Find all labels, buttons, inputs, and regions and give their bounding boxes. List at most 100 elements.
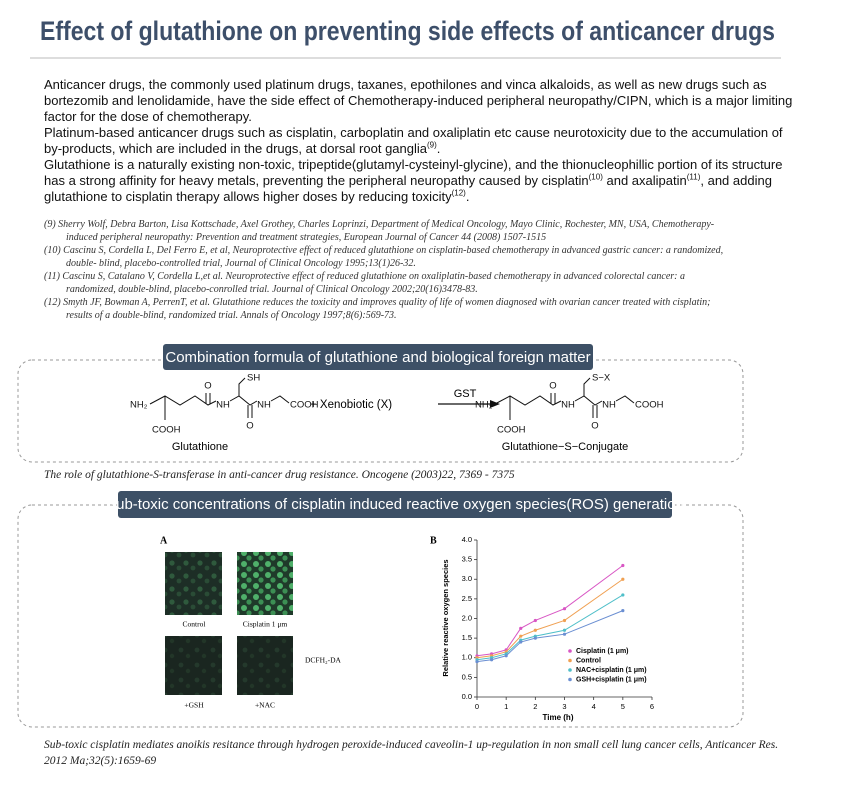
data-point xyxy=(562,628,567,632)
atom-label: COOH xyxy=(635,400,664,411)
citation: (9) xyxy=(427,140,437,150)
x-tick-label: 6 xyxy=(650,702,654,711)
y-tick-label: 0.5 xyxy=(462,672,472,681)
legend-label: NAC+cisplatin (1 μm) xyxy=(576,667,647,674)
atom-label: NH₂ xyxy=(130,400,148,411)
section-title: Combination formula of glutathione and b… xyxy=(165,349,590,366)
molecule-bonds xyxy=(149,377,290,420)
y-tick-label: 1.5 xyxy=(462,633,472,642)
body-text: Anticancer drugs, the commonly used plat… xyxy=(44,77,794,205)
series-line xyxy=(476,578,624,659)
section-title-bg xyxy=(118,491,672,518)
legend-marker xyxy=(568,658,572,663)
paragraph: Glutathione is a naturally existing non-… xyxy=(44,157,794,205)
atom-label: O xyxy=(549,381,556,392)
y-tick-label: 0.0 xyxy=(462,692,472,701)
atom-label: S−X xyxy=(592,373,611,384)
atom-label: O xyxy=(246,421,253,432)
panel-label: A xyxy=(160,535,168,546)
text-run: , and adding glutathione to cisplatin th… xyxy=(44,173,772,204)
micrograph xyxy=(237,552,293,615)
caption: The role of glutathione-S-transferase in… xyxy=(44,469,515,481)
text-run: Platinum-based anticancer drugs such as … xyxy=(44,125,783,156)
data-point xyxy=(533,628,537,632)
legend-label: Cisplatin (1 μm) xyxy=(576,648,629,655)
atom-label: NH xyxy=(602,400,616,411)
data-point xyxy=(489,658,494,662)
reference: (10) Cascinu S, Cordella L, Del Ferro E,… xyxy=(44,245,724,269)
y-tick-label: 3.5 xyxy=(462,555,472,564)
atom-label: O xyxy=(591,421,598,432)
micrograph xyxy=(165,552,222,615)
atom-label: COOH xyxy=(152,425,181,436)
y-tick-label: 4.0 xyxy=(462,535,472,544)
data-point xyxy=(519,640,523,644)
image-label: Cisplatin 1 μm xyxy=(243,620,288,629)
y-tick-label: 3.0 xyxy=(462,574,472,583)
reference: (12) Smyth JF, Bowman A, PerrenT, et al.… xyxy=(44,297,711,321)
atom-label: NH xyxy=(257,400,271,411)
data-point xyxy=(621,593,625,597)
x-tick-label: 0 xyxy=(475,702,479,711)
atom-label: SH xyxy=(247,373,260,384)
data-point xyxy=(621,577,625,581)
x-tick-label: 5 xyxy=(621,702,625,711)
atom-label: O xyxy=(204,381,211,392)
atom-label: NH₂ xyxy=(475,400,493,411)
data-point xyxy=(533,618,537,623)
citation: (10) xyxy=(588,172,603,182)
paragraph: Anticancer drugs, the commonly used plat… xyxy=(44,77,794,125)
caption: Sub-toxic cisplatin mediates anoikis res… xyxy=(44,739,779,767)
text-run: . xyxy=(465,189,470,204)
atom-label: COOH xyxy=(497,425,526,436)
data-point xyxy=(562,632,567,636)
micrograph xyxy=(237,636,293,695)
reference: (11) Cascinu S, Catalano V, Cordella L,e… xyxy=(44,271,685,295)
molecule-name: Glutathione xyxy=(172,441,228,453)
text-run: Anticancer drugs, the commonly used plat… xyxy=(44,77,793,124)
page-title: Effect of glutathione on preventing side… xyxy=(40,16,775,46)
arrow-head xyxy=(490,400,500,408)
section-box xyxy=(17,504,744,728)
text-run: Glutathione is a naturally existing non-… xyxy=(44,157,783,188)
micrograph xyxy=(165,636,222,695)
atom-label: NH xyxy=(216,400,230,411)
image-label: +NAC xyxy=(255,701,275,710)
text-run: and axalipatin xyxy=(602,173,687,188)
panel-label: B xyxy=(430,535,437,546)
x-axis-label: Time (h) xyxy=(543,713,574,722)
reference: (9) Sherry Wolf, Debra Barton, Lisa Kott… xyxy=(44,219,715,243)
y-tick-label: 1.0 xyxy=(462,653,472,662)
data-point xyxy=(621,563,625,568)
data-point xyxy=(475,660,479,664)
data-point xyxy=(562,618,567,623)
legend-marker xyxy=(568,677,572,682)
data-point xyxy=(621,609,625,613)
image-label: Control xyxy=(183,620,206,629)
atom-label: COOH xyxy=(290,400,319,411)
data-point xyxy=(504,654,508,658)
x-tick-label: 4 xyxy=(592,702,596,711)
paragraph: Platinum-based anticancer drugs such as … xyxy=(44,125,794,157)
stain-label: DCFH₂-DA xyxy=(305,656,342,665)
image-label: +GSH xyxy=(184,701,204,710)
references: (9) Sherry Wolf, Debra Barton, Lisa Kott… xyxy=(44,218,734,322)
series-line xyxy=(476,565,624,657)
atom-label: NH xyxy=(561,400,575,411)
text-run: . xyxy=(436,141,441,156)
legend-label: GSH+cisplatin (1 μm) xyxy=(576,676,647,683)
molecule-name: Glutathione−S−Conjugate xyxy=(502,441,629,453)
x-tick-label: 2 xyxy=(533,702,537,711)
y-tick-label: 2.5 xyxy=(462,594,472,603)
reagent: + Xenobiotic (X) xyxy=(310,399,392,411)
section-title: Sub-toxic concentrations of cisplatin in… xyxy=(106,496,684,513)
data-point xyxy=(519,626,523,630)
line-chart: 0.0 0.5 1.0 1.5 2.0 2.5 3.0 3.5 4.0 0 1 2 3 4 5 6 Cispla… xyxy=(462,535,655,711)
y-tick-label: 2.0 xyxy=(462,613,472,622)
y-axis-label: Relative reactive oxygen species xyxy=(441,559,450,676)
citation: (11) xyxy=(686,172,701,182)
enzyme: GST xyxy=(454,388,477,400)
x-tick-label: 3 xyxy=(562,702,566,711)
